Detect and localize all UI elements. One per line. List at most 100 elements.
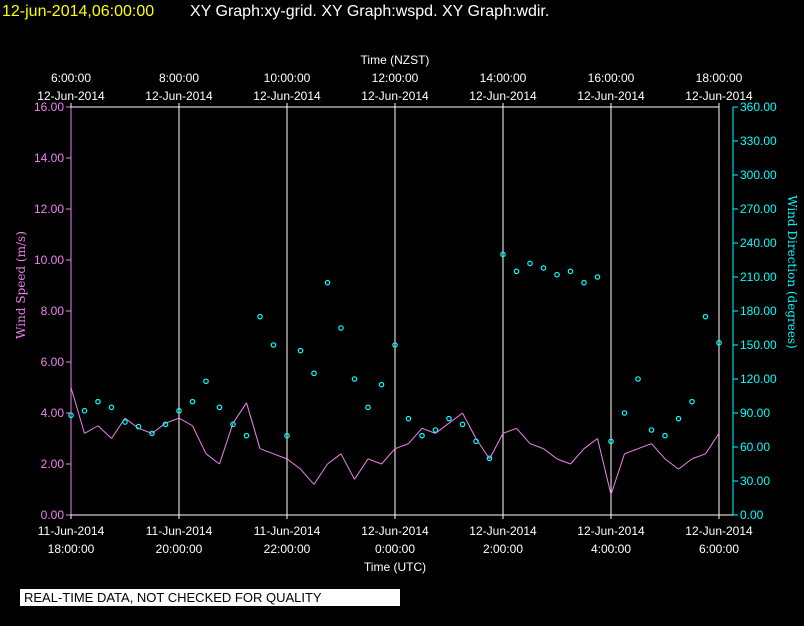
bottom-tick-time-3: 0:00:00 <box>375 542 415 556</box>
speed-segment-46 <box>691 453 706 460</box>
top-tick-date-0: 12-Jun-2014 <box>37 89 105 103</box>
speed-segment-10 <box>205 453 220 465</box>
direction-point-9 <box>189 398 196 405</box>
direction-point-12 <box>230 421 236 428</box>
speed-tick-label-0: 0.00 <box>41 508 65 522</box>
speed-segment-37 <box>570 448 585 465</box>
direction-point-35 <box>540 265 547 271</box>
direction-tick-label-8: 240.00 <box>740 236 777 250</box>
bottom-tick-time-1: 20:00:00 <box>156 542 203 556</box>
bottom-tick-date-3: 12-Jun-2014 <box>361 524 429 538</box>
speed-segment-9 <box>192 425 207 455</box>
direction-point-5 <box>135 423 142 430</box>
direction-point-28 <box>446 415 452 422</box>
direction-point-30 <box>473 438 479 445</box>
speed-segment-0 <box>70 387 85 434</box>
speed-segment-23 <box>381 448 396 465</box>
bottom-axis-title: Time (UTC) <box>364 560 426 574</box>
direction-point-24 <box>392 342 398 348</box>
speed-segment-1 <box>84 425 99 434</box>
chart-graph-list: XY Graph:xy-grid. XY Graph:wspd. XY Grap… <box>190 3 549 20</box>
direction-point-4 <box>122 419 128 425</box>
speed-segment-24 <box>394 443 409 450</box>
speed-segment-47 <box>705 433 720 455</box>
speed-segment-38 <box>583 438 598 450</box>
direction-tick-label-7: 210.00 <box>740 270 777 284</box>
disclaimer-text: REAL-TIME DATA, NOT CHECKED FOR QUALITY <box>24 590 322 605</box>
direction-point-10 <box>203 378 209 385</box>
direction-point-25 <box>405 415 412 422</box>
speed-segment-35 <box>543 448 558 460</box>
speed-segment-27 <box>435 422 450 434</box>
bottom-tick-time-2: 22:00:00 <box>264 542 311 556</box>
direction-point-11 <box>216 404 223 411</box>
wind-direction-series <box>68 251 722 462</box>
speed-segment-26 <box>421 427 436 434</box>
bottom-tick-date-0: 11-Jun-2014 <box>38 524 105 538</box>
direction-point-18 <box>311 370 317 377</box>
direction-point-13 <box>243 432 250 439</box>
speed-segment-8 <box>178 417 193 427</box>
direction-point-3 <box>108 404 115 411</box>
top-tick-time-2: 10:00:00 <box>264 71 311 85</box>
direction-point-26 <box>419 432 425 439</box>
direction-tick-label-5: 150.00 <box>740 338 777 352</box>
top-tick-date-3: 12-Jun-2014 <box>361 89 429 103</box>
speed-segment-42 <box>637 443 652 450</box>
top-axis-title: Time (NZST) <box>361 53 430 67</box>
speed-segment-20 <box>340 453 355 480</box>
top-tick-time-4: 14:00:00 <box>480 71 527 85</box>
speed-segment-21 <box>354 458 369 480</box>
direction-point-20 <box>338 325 344 331</box>
speed-segment-43 <box>651 443 666 460</box>
direction-point-22 <box>365 404 371 411</box>
direction-point-44 <box>662 432 668 439</box>
left-axis-title: Wind Speed (m/s) <box>14 231 28 339</box>
top-tick-time-6: 18:00:00 <box>696 71 743 85</box>
speed-segment-28 <box>448 412 463 424</box>
speed-tick-label-4: 8.00 <box>41 304 65 318</box>
speed-tick-label-7: 14.00 <box>34 151 64 165</box>
speed-segment-31 <box>489 433 504 460</box>
bottom-ticks: 11-Jun-2014 18:00:00 11-Jun-2014 20:00:00 11… <box>38 515 753 556</box>
direction-point-34 <box>527 260 533 267</box>
direction-tick-label-6: 180.00 <box>740 304 777 318</box>
bottom-tick-date-6: 12-Jun-2014 <box>685 524 753 538</box>
speed-segment-7 <box>165 417 180 424</box>
direction-point-23 <box>378 381 385 388</box>
direction-point-36 <box>554 271 560 278</box>
direction-point-41 <box>621 410 628 416</box>
speed-segment-12 <box>232 402 247 424</box>
direction-tick-label-9: 270.00 <box>740 202 777 216</box>
direction-point-15 <box>270 342 277 348</box>
top-ticks: 6:00:00 12-Jun-2014 8:00:00 12-Jun-2014 10:0… <box>37 71 753 107</box>
speed-segment-41 <box>624 448 639 455</box>
speed-segment-19 <box>327 453 342 465</box>
direction-point-45 <box>675 415 682 422</box>
direction-point-21 <box>351 376 358 382</box>
top-tick-date-5: 12-Jun-2014 <box>577 89 645 103</box>
direction-point-43 <box>648 427 655 433</box>
direction-point-7 <box>162 421 169 428</box>
bottom-tick-time-6: 6:00:00 <box>699 542 739 556</box>
speed-segment-22 <box>367 458 382 465</box>
speed-segment-15 <box>273 453 288 460</box>
wind-speed-series <box>70 387 720 495</box>
speed-tick-label-2: 4.00 <box>41 406 65 420</box>
direction-tick-label-1: 30.00 <box>740 474 770 488</box>
speed-segment-13 <box>246 402 261 449</box>
direction-point-40 <box>608 438 614 445</box>
direction-tick-label-3: 90.00 <box>740 406 770 420</box>
direction-point-19 <box>324 279 331 286</box>
speed-tick-label-1: 2.00 <box>41 457 65 471</box>
speed-segment-40 <box>610 453 625 495</box>
speed-segment-2 <box>97 425 112 439</box>
chart-timestamp: 12-jun-2014,06:00:00 <box>2 3 154 20</box>
direction-tick-label-0: 0.00 <box>740 508 764 522</box>
left-ticks: 0.00 2.00 4.00 6.00 8.00 10.00 12.00 14.00 16.00 <box>34 100 71 522</box>
speed-segment-36 <box>556 458 571 465</box>
direction-point-31 <box>486 455 493 462</box>
speed-segment-29 <box>462 412 477 439</box>
direction-point-32 <box>500 251 506 258</box>
